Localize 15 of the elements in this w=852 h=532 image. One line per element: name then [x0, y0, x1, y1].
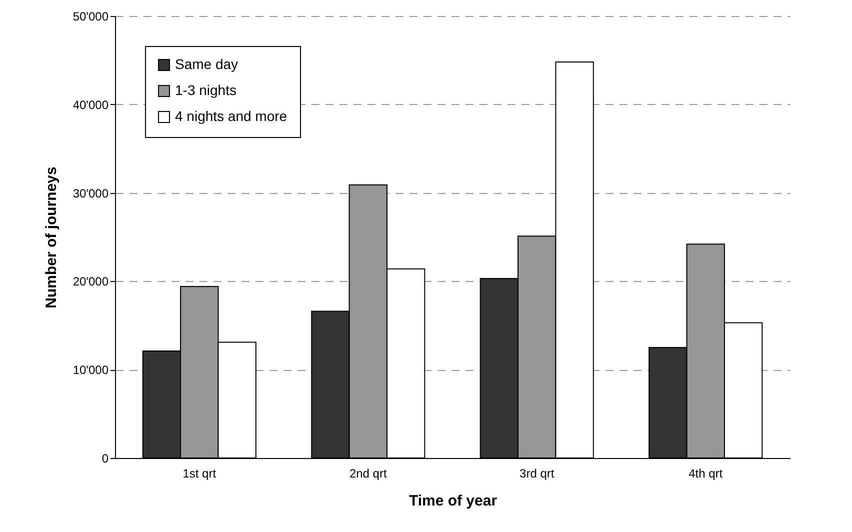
y-axis-title: Number of journeys: [42, 166, 60, 308]
y-tick-label: 10'000: [72, 363, 109, 378]
y-tick-label: 20'000: [72, 274, 109, 289]
x-axis-title: Time of year: [408, 492, 498, 510]
x-tick-label: 4th qrt: [688, 466, 724, 480]
y-tick-label: 50'000: [72, 10, 109, 24]
y-tick-label: 30'000: [72, 186, 109, 200]
x-tick-label: 2nd qrt: [349, 466, 388, 480]
x-tick-label: 1st qrt: [182, 466, 217, 480]
legend-label: 4 nights and more: [175, 108, 288, 124]
legend-label: Same day: [175, 56, 238, 72]
legend-label: 1-3 nights: [175, 82, 236, 98]
y-tick-label: 0: [102, 452, 109, 466]
y-tick-label: 40'000: [72, 98, 109, 112]
x-tick-label: 3rd qrt: [520, 466, 555, 480]
